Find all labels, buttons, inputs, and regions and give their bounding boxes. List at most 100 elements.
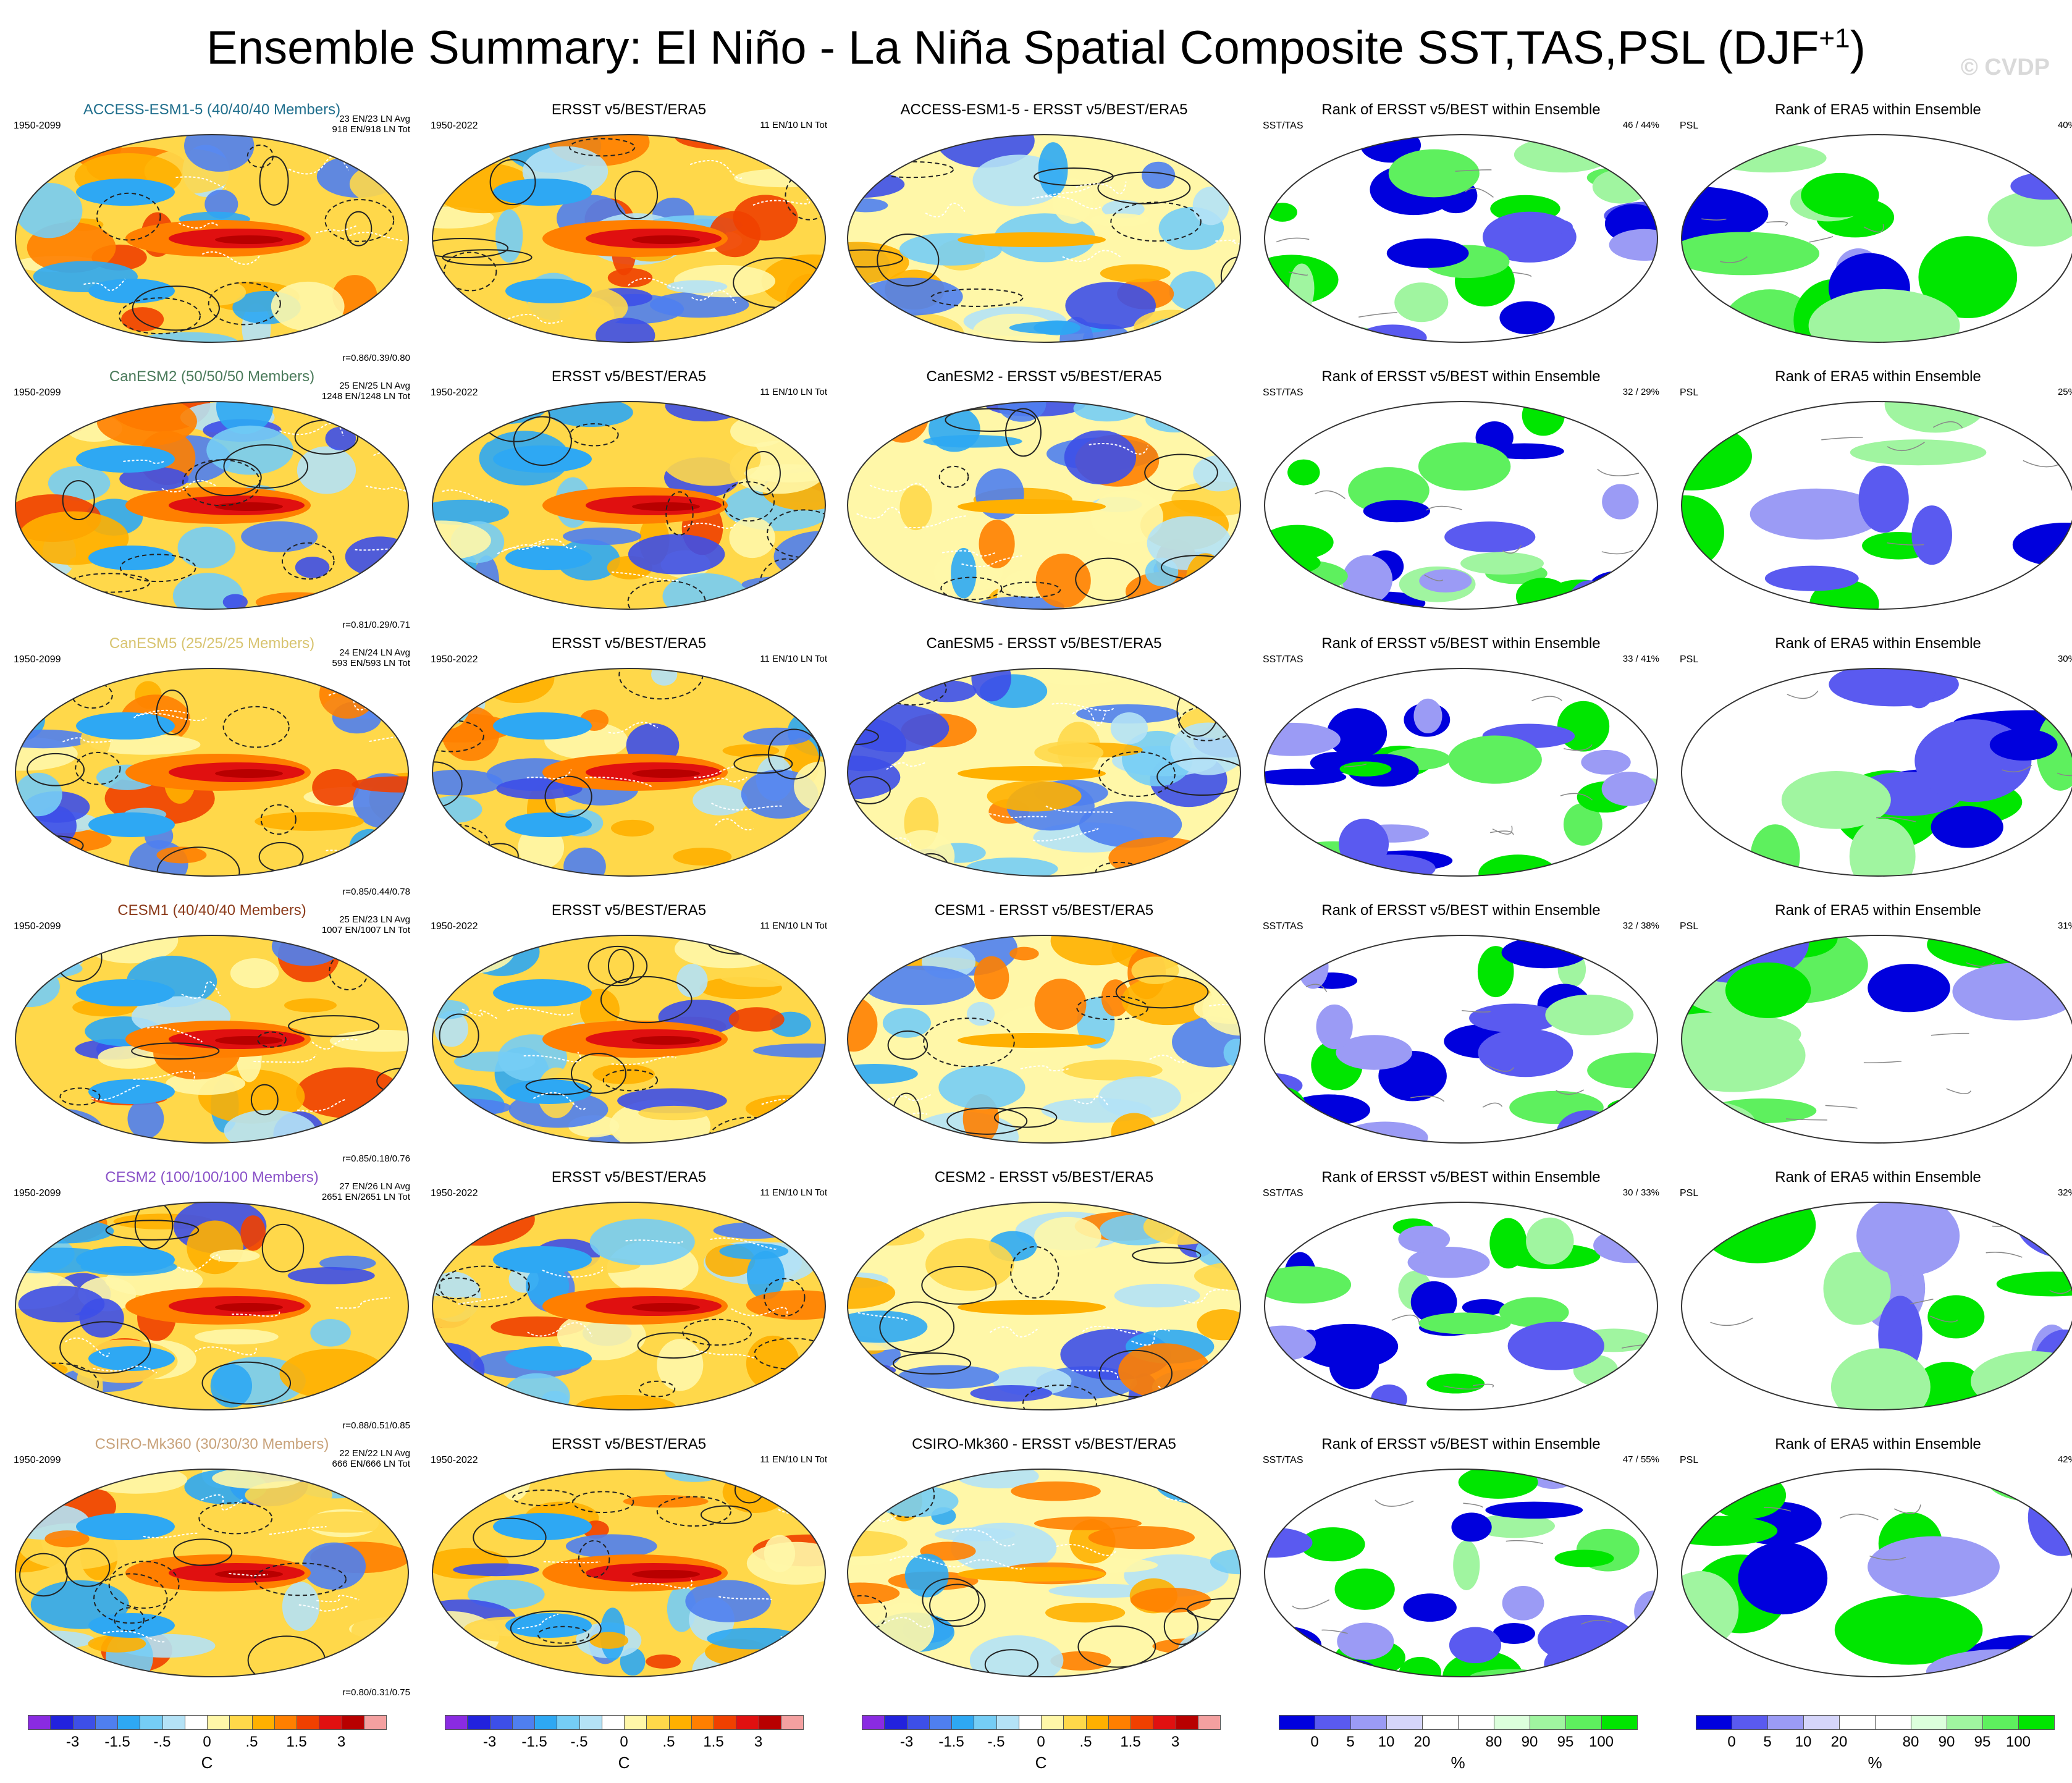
- rank-percent: 30 / 33%: [1622, 1187, 1659, 1198]
- colorbar-swatch: [1767, 1715, 1804, 1730]
- colorbar-swatch: [929, 1715, 952, 1730]
- colorbar-tick: 90: [1938, 1734, 1955, 1750]
- panel-title: ACCESS-ESM1-5 (40/40/40 Members): [83, 101, 341, 118]
- period-label: 1950-2022: [431, 1188, 478, 1199]
- robinson-map: [432, 134, 826, 343]
- robinson-map: [15, 935, 409, 1144]
- event-average: 22 EN/22 LN Avg: [339, 1448, 410, 1459]
- colorbar-swatch: [1085, 1715, 1109, 1730]
- panel-row6-col4: Rank of ERSST v5/BEST within Ensemble SST…: [1254, 1433, 1668, 1700]
- panel-title: Rank of ERA5 within Ensemble: [1775, 1169, 1981, 1186]
- panel-title: Rank of ERSST v5/BEST within Ensemble: [1321, 368, 1601, 385]
- colorbar-swatch: [1131, 1715, 1154, 1730]
- rank-percent: 32 / 38%: [1622, 921, 1659, 931]
- panel-row3-col4: Rank of ERSST v5/BEST within Ensemble SST…: [1254, 633, 1668, 900]
- robinson-map: [432, 1202, 826, 1410]
- colorbar-swatch: [72, 1715, 96, 1730]
- colorbar-tick: 1.5: [703, 1734, 724, 1750]
- colorbar-swatch: [2018, 1715, 2055, 1730]
- colorbar-swatch: [624, 1715, 647, 1730]
- panel-row4-col4: Rank of ERSST v5/BEST within Ensemble SST…: [1254, 900, 1668, 1166]
- colorbar-tick: -1.5: [938, 1734, 964, 1750]
- panel-row3-col3: CanESM5 - ERSST v5/BEST/ERA5: [837, 633, 1251, 900]
- colorbar-tick: 5: [1763, 1734, 1772, 1750]
- robinson-map: [847, 1202, 1241, 1410]
- colorbar-swatch: [996, 1715, 1019, 1730]
- panel-title: Rank of ERSST v5/BEST within Ensemble: [1321, 635, 1601, 652]
- period-label: 1950-2022: [431, 1455, 478, 1465]
- rank-percent: 46 / 44%: [1622, 120, 1659, 130]
- colorbar-swatch: [274, 1715, 297, 1730]
- panel-row4-col5: Rank of ERA5 within Ensemble PSL 31%: [1671, 900, 2072, 1166]
- colorbar-swatch: [184, 1715, 208, 1730]
- colorbar-tick: -1.5: [104, 1734, 130, 1750]
- colorbar-swatch: [1565, 1715, 1602, 1730]
- colorbar-swatch: [534, 1715, 558, 1730]
- pattern-correlation: r=0.85/0.18/0.76: [342, 1153, 410, 1164]
- panel-row1-col3: ACCESS-ESM1-5 - ERSST v5/BEST/ERA5: [837, 99, 1251, 366]
- colorbar-swatch: [1494, 1715, 1530, 1730]
- colorbar-unit: C: [1035, 1753, 1047, 1772]
- period-label: 1950-2099: [14, 654, 61, 665]
- pattern-correlation: r=0.80/0.31/0.75: [342, 1687, 410, 1698]
- panel-title: Rank of ERA5 within Ensemble: [1775, 635, 1981, 652]
- period-label: 1950-2099: [14, 921, 61, 932]
- colorbar-tick: 20: [1413, 1734, 1431, 1750]
- robinson-map: [432, 401, 826, 610]
- colorbar-tick: 10: [1795, 1734, 1812, 1750]
- colorbar-tick: 3: [1171, 1734, 1180, 1750]
- panel-row6-col1: CSIRO-Mk360 (30/30/30 Members) 1950-2099 2…: [5, 1433, 419, 1700]
- panel-row1-col1: ACCESS-ESM1-5 (40/40/40 Members) 1950-209…: [5, 99, 419, 366]
- colorbar-tick: 100: [1588, 1734, 1614, 1750]
- colorbar-tick: 0: [1310, 1734, 1319, 1750]
- colorbar-swatch: [207, 1715, 230, 1730]
- rank-percent: 32%: [2057, 1187, 2072, 1198]
- rank-percent: 32 / 29%: [1622, 387, 1659, 397]
- robinson-map: [1681, 401, 2072, 610]
- colorbar-swatch: [668, 1715, 692, 1730]
- event-counts: 22 EN/22 LN Avg 666 EN/666 LN Tot: [332, 1448, 410, 1469]
- colorbar-1: -3 -1.5 -.5 0 .5 1.5 3 C: [28, 1715, 387, 1783]
- period-label: 1950-2022: [431, 921, 478, 932]
- event-counts: 27 EN/26 LN Avg 2651 EN/2651 LN Tot: [322, 1181, 410, 1202]
- colorbar-tick: 80: [1902, 1734, 1919, 1750]
- colorbar-swatch: [251, 1715, 275, 1730]
- event-total: 918 EN/918 LN Tot: [332, 124, 410, 135]
- colorbar-swatch: [229, 1715, 253, 1730]
- colorbar-swatch: [489, 1715, 513, 1730]
- colorbar-tick: 1.5: [1120, 1734, 1141, 1750]
- robinson-map: [1264, 1469, 1658, 1677]
- colorbar-swatch: [1839, 1715, 1876, 1730]
- robinson-map: [847, 935, 1241, 1144]
- colorbar-tick: .5: [662, 1734, 675, 1750]
- panel-row5-col2: ERSST v5/BEST/ERA5 1950-2022 11 EN/10 LN T…: [422, 1166, 836, 1433]
- panel-title: CESM2 - ERSST v5/BEST/ERA5: [934, 1169, 1154, 1186]
- colorbar-tick: 95: [1974, 1734, 1991, 1750]
- period-label: 1950-2099: [14, 120, 61, 131]
- colorbar-swatch: [1803, 1715, 1840, 1730]
- colorbar-2: -3 -1.5 -.5 0 .5 1.5 3 C: [445, 1715, 804, 1783]
- panel-title: ERSST v5/BEST/ERA5: [551, 902, 707, 919]
- panel-title: ERSST v5/BEST/ERA5: [551, 1169, 707, 1186]
- colorbar-swatch: [297, 1715, 320, 1730]
- colorbar-swatch: [1458, 1715, 1494, 1730]
- panel-row1-col4: Rank of ERSST v5/BEST within Ensemble SST…: [1254, 99, 1668, 366]
- colorbar-tick: 0: [1037, 1734, 1045, 1750]
- event-counts: 24 EN/24 LN Avg 593 EN/593 LN Tot: [332, 647, 410, 668]
- colorbar-unit: %: [1868, 1753, 1882, 1772]
- colorbar-swatch: [1153, 1715, 1176, 1730]
- figure-title: Ensemble Summary: El Niño - La Niña Spat…: [206, 22, 1866, 74]
- robinson-map: [847, 134, 1241, 343]
- colorbar-swatch: [512, 1715, 535, 1730]
- panel-title: ERSST v5/BEST/ERA5: [551, 635, 707, 652]
- panel-title: CESM1 - ERSST v5/BEST/ERA5: [934, 902, 1154, 919]
- robinson-map: [15, 134, 409, 343]
- colorbar-tick: 0: [203, 1734, 211, 1750]
- colorbar-swatch: [1386, 1715, 1423, 1730]
- panel-title: Rank of ERSST v5/BEST within Ensemble: [1321, 902, 1601, 919]
- colorbar-swatch: [1175, 1715, 1198, 1730]
- colorbar-swatch: [714, 1715, 737, 1730]
- event-total: 2651 EN/2651 LN Tot: [321, 1192, 410, 1202]
- colorbar-swatch: [1041, 1715, 1064, 1730]
- colorbar-swatch: [1982, 1715, 2019, 1730]
